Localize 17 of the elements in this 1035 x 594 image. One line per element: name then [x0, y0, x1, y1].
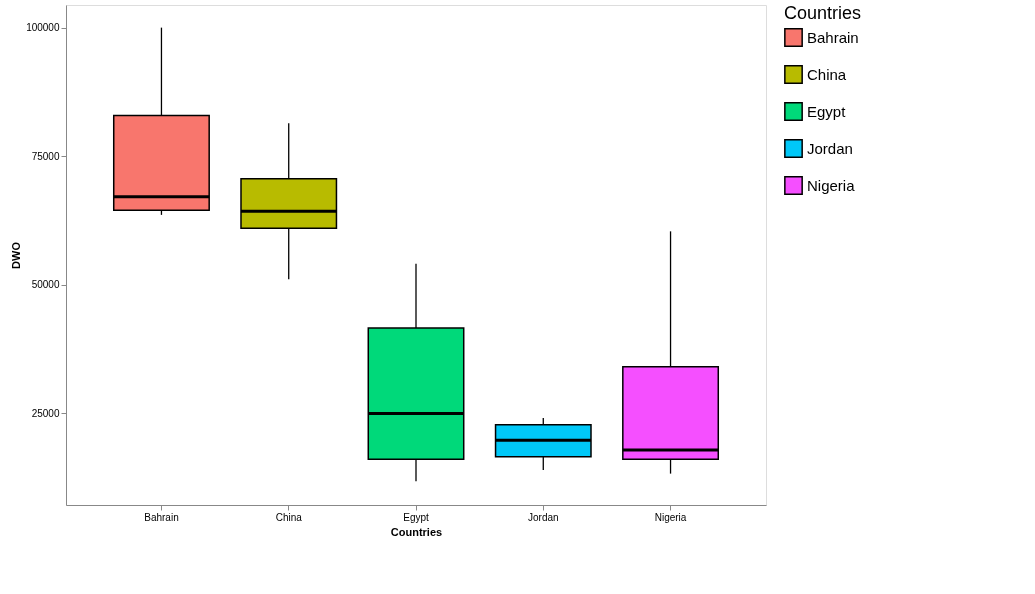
legend-title: Countries: [784, 3, 862, 23]
x-tick-label: Nigeria: [654, 511, 687, 523]
y-tick-label: 100000: [26, 22, 60, 34]
x-axis-title: Countries: [390, 525, 443, 538]
y-tick-label: 25000: [31, 407, 60, 419]
x-tick-label: Egypt: [403, 511, 429, 523]
legend-label: Egypt: [807, 102, 847, 120]
x-tick-label: China: [275, 511, 303, 523]
y-tick-label: 50000: [31, 279, 60, 291]
legend-label: China: [807, 65, 847, 83]
y-tick-label: 75000: [31, 150, 60, 162]
y-axis-title: DWO: [10, 241, 23, 269]
x-tick-label: Jordan: [527, 511, 559, 523]
legend-label: Jordan: [807, 139, 853, 157]
legend-label: Bahrain: [807, 28, 859, 46]
x-tick-label: Bahrain: [144, 511, 179, 523]
legend-label: Nigeria: [807, 176, 856, 194]
